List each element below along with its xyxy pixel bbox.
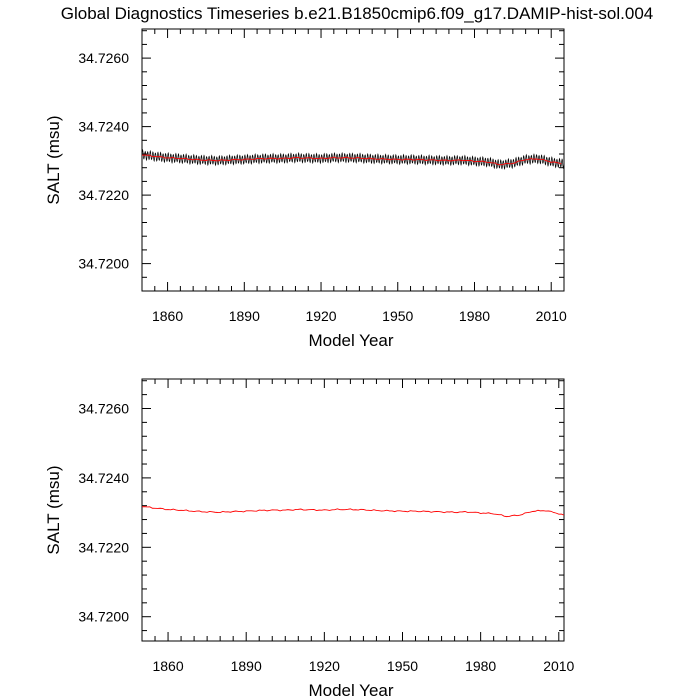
x-tick-label: 1950 bbox=[382, 308, 413, 324]
plot-frame bbox=[141, 28, 565, 292]
plot-frame bbox=[141, 378, 565, 642]
x-axis-label: Model Year bbox=[308, 681, 393, 700]
x-tick-label: 1860 bbox=[152, 658, 183, 674]
y-tick-label: 34.7260 bbox=[78, 400, 129, 416]
chart-panel-bottom: 1860 1890 1920 1950 1980 2010 34.7200 34.7220 34… bbox=[44, 378, 575, 700]
x-tick-label: 1980 bbox=[465, 658, 496, 674]
x-tick-label: 1890 bbox=[231, 658, 262, 674]
chart-panels: 1860 1890 1920 1950 1980 2010 34.7200 34.7220 34… bbox=[44, 28, 575, 700]
series-line-annual bbox=[141, 506, 565, 518]
y-axis-label: SALT (msu) bbox=[44, 115, 63, 204]
x-tick-label: 1860 bbox=[152, 308, 183, 324]
x-tick-label: 1950 bbox=[387, 658, 418, 674]
x-tick-label: 2010 bbox=[536, 308, 567, 324]
y-tick-label: 34.7200 bbox=[78, 609, 129, 625]
chart-title: Global Diagnostics Timeseries b.e21.B185… bbox=[61, 4, 653, 23]
chart-panel-top: 1860 1890 1920 1950 1980 2010 34.7200 34.7220 34… bbox=[44, 28, 567, 350]
series-line-monthly bbox=[141, 148, 565, 170]
y-tick-label: 34.7240 bbox=[78, 119, 129, 135]
x-tick-label: 1980 bbox=[459, 308, 490, 324]
y-tick-label: 34.7260 bbox=[78, 50, 129, 66]
series-line-annual bbox=[141, 154, 562, 166]
y-tick-label: 34.7220 bbox=[78, 187, 129, 203]
x-tick-label: 2010 bbox=[543, 658, 574, 674]
x-tick-label: 1920 bbox=[305, 308, 336, 324]
y-tick-label: 34.7200 bbox=[78, 256, 129, 272]
y-tick-label: 34.7220 bbox=[78, 539, 129, 555]
x-axis-label: Model Year bbox=[308, 331, 393, 350]
x-tick-label: 1920 bbox=[309, 658, 340, 674]
x-tick-label: 1890 bbox=[229, 308, 260, 324]
y-tick-label: 34.7240 bbox=[78, 470, 129, 486]
y-axis-label: SALT (msu) bbox=[44, 465, 63, 554]
